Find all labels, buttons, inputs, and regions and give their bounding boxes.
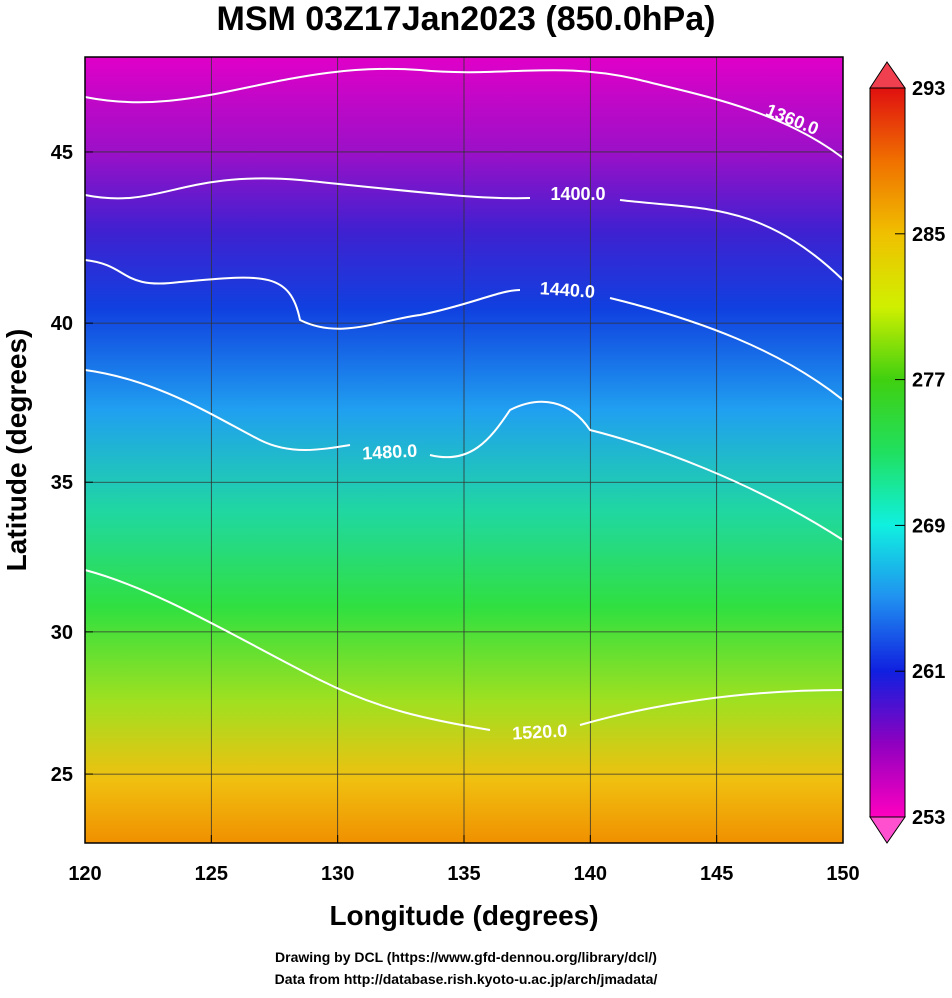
x-tick-label: 135 — [447, 863, 480, 885]
contour-line — [84, 259, 844, 401]
footer-line: Drawing by DCL (https://www.gfd-dennou.o… — [275, 949, 657, 965]
x-tick-label: 150 — [826, 863, 859, 885]
y-tick-label: 25 — [51, 764, 73, 786]
colorbar-tick-label: 261 — [912, 661, 945, 683]
colorbar-max-arrow — [869, 61, 906, 89]
contour-line — [84, 67, 844, 159]
colorbar — [869, 87, 906, 818]
y-tick-label: 40 — [51, 313, 73, 335]
colorbar-tick-label: 269 — [912, 515, 945, 537]
y-tick-label: 35 — [51, 472, 73, 494]
contour-label: 1400.0 — [550, 184, 605, 204]
colorbar-tick-label: 277 — [912, 370, 945, 392]
x-tick-label: 140 — [574, 863, 607, 885]
y-axis-label: Latitude (degrees) — [1, 329, 32, 572]
title: MSM 03Z17Jan2023 (850.0hPa) — [217, 0, 716, 38]
x-tick-label: 120 — [68, 863, 101, 885]
contour-label: 1480.0 — [362, 441, 418, 464]
x-tick-label: 130 — [321, 863, 354, 885]
x-tick-label: 125 — [195, 863, 228, 885]
colorbar-tick-label: 253 — [912, 807, 945, 829]
colorbar-min-arrow — [869, 816, 906, 844]
colorbar-tick-label: 293 — [912, 78, 945, 100]
colorbar-tick-label: 285 — [912, 224, 945, 246]
footer-line: Data from http://database.rish.kyoto-u.a… — [275, 971, 658, 987]
contour-line — [84, 177, 844, 281]
x-tick-label: 145 — [700, 863, 733, 885]
contour-label: 1440.0 — [539, 278, 595, 302]
height-contours — [84, 67, 844, 731]
contour-line — [84, 569, 844, 731]
contour-line — [84, 369, 844, 541]
grid — [84, 57, 844, 843]
y-tick-label: 30 — [51, 622, 73, 644]
y-tick-label: 45 — [51, 142, 73, 164]
contour-label: 1520.0 — [512, 721, 568, 744]
x-axis-label: Longitude (degrees) — [329, 900, 598, 931]
